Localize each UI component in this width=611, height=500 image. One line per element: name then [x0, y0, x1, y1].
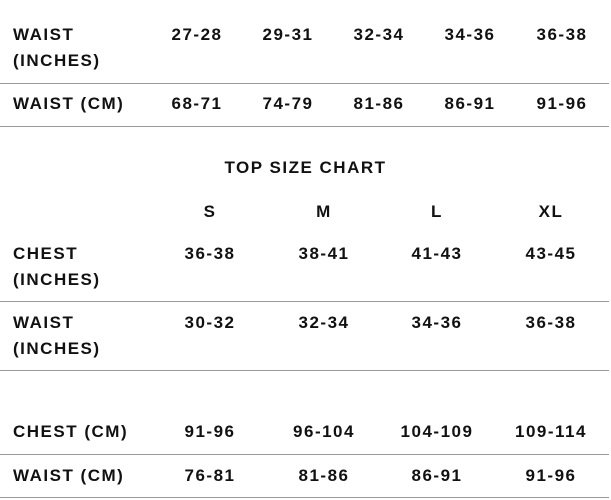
row-label: WAIST (CM) [13, 466, 125, 485]
size-value: 91-96 [536, 94, 588, 113]
row-label: WAIST (CM) [13, 94, 125, 113]
size-value: 74-79 [262, 94, 314, 113]
size-value: 76-81 [184, 466, 236, 485]
size-value: 36-38 [525, 313, 577, 332]
size-header: M [316, 202, 332, 221]
row-label: CHEST (CM) [13, 422, 129, 441]
size-value: 81-86 [298, 466, 350, 485]
row-divider [0, 126, 609, 127]
size-value: 32-34 [353, 25, 405, 44]
size-value: 43-45 [525, 244, 577, 263]
size-header: L [410, 0, 530, 6]
row-divider [0, 370, 609, 371]
size-value: 81-86 [353, 94, 405, 113]
size-value: 86-91 [444, 94, 496, 113]
size-value: 104-109 [400, 422, 474, 441]
row-divider [0, 454, 609, 455]
size-value: 36-38 [184, 244, 236, 263]
row-label: CHEST (INCHES) [13, 244, 101, 289]
size-value: 34-36 [444, 25, 496, 44]
size-value: 41-43 [411, 244, 463, 263]
size-header: XL [502, 0, 611, 6]
size-value: 91-96 [525, 466, 577, 485]
size-value: 91-96 [184, 422, 236, 441]
row-label: WAIST (INCHES) [13, 313, 101, 358]
size-value: 29-31 [262, 25, 314, 44]
size-header: S [228, 0, 348, 6]
size-value: 96-104 [293, 422, 355, 441]
size-value: 36-38 [536, 25, 588, 44]
row-divider [0, 83, 609, 84]
size-value: 32-34 [298, 313, 350, 332]
size-value: 109-114 [515, 422, 587, 441]
row-divider [0, 497, 609, 498]
size-value: 30-32 [184, 313, 236, 332]
size-value: 34-36 [411, 313, 463, 332]
size-value: 86-91 [411, 466, 463, 485]
size-value: 27-28 [171, 25, 223, 44]
size-header: XL [538, 202, 564, 221]
size-header: M [319, 0, 439, 6]
size-value: 38-41 [298, 244, 350, 263]
row-label: WAIST (INCHES) [13, 25, 101, 70]
row-divider [0, 301, 609, 302]
size-header: L [431, 202, 443, 221]
section-title: TOP SIZE CHART [224, 158, 387, 177]
size-header: S [203, 202, 217, 221]
size-header: XS [137, 0, 257, 6]
size-value: 68-71 [171, 94, 223, 113]
